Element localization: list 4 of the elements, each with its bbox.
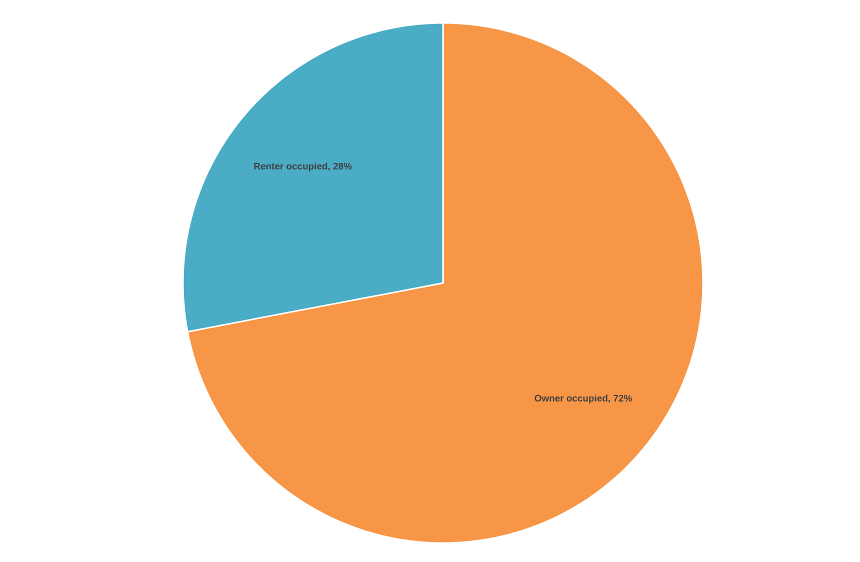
data-label: , 72%	[608, 394, 632, 403]
data-label: , 28%	[328, 162, 352, 171]
slice-label: Renter occupied	[254, 162, 328, 172]
slice-label: Owner occupied	[534, 394, 608, 404]
